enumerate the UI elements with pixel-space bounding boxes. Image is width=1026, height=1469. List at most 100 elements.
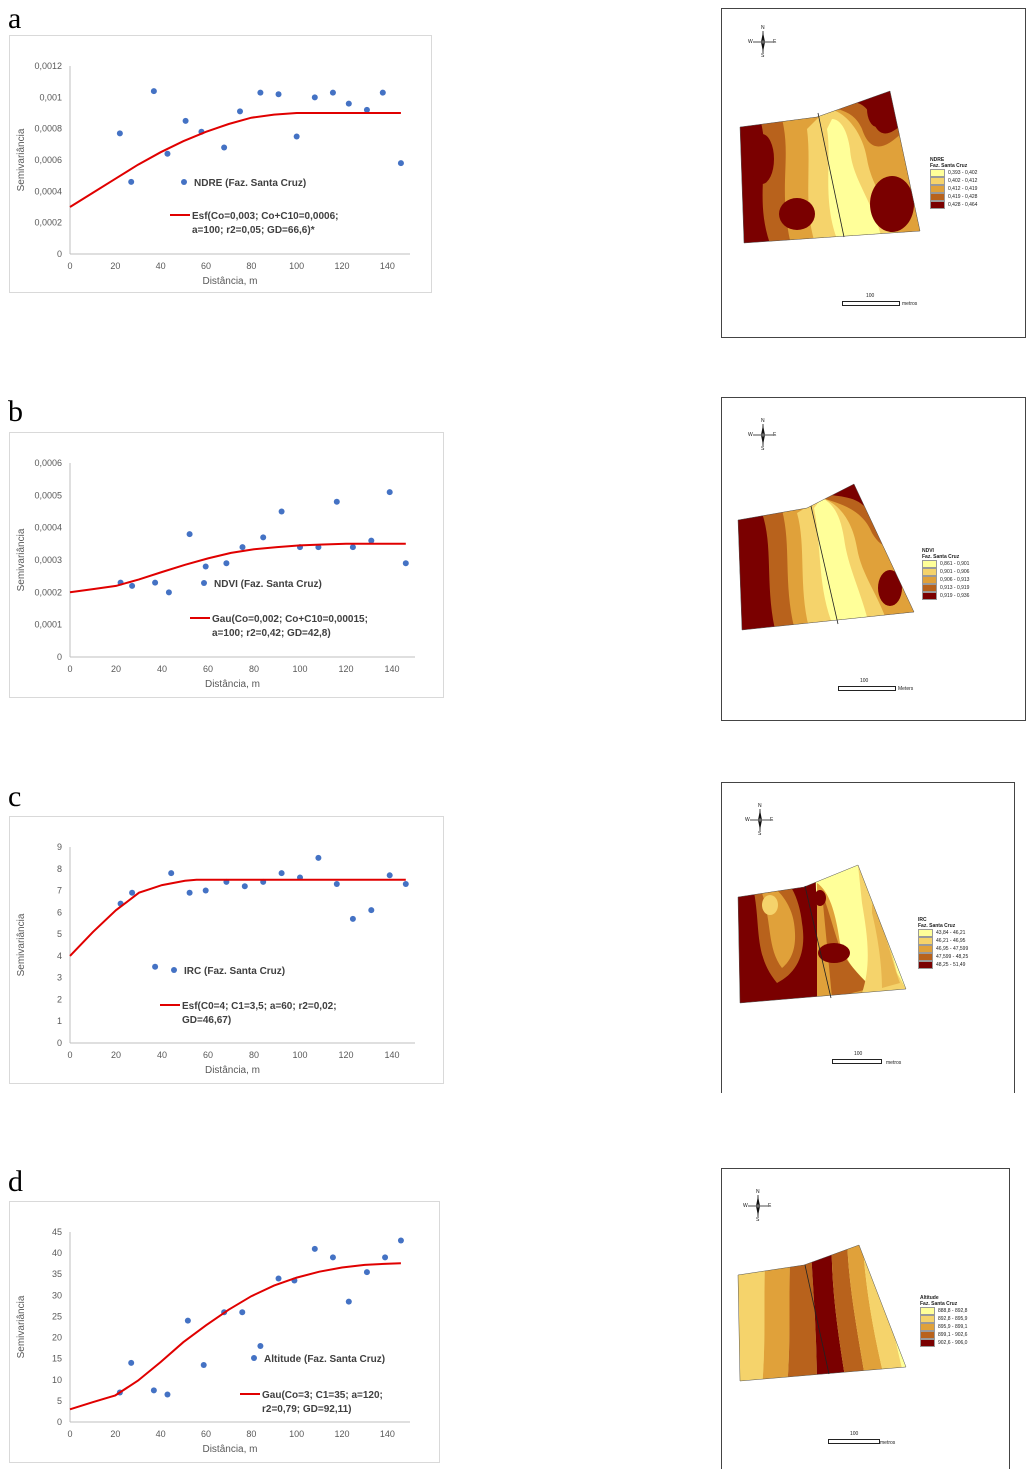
x-tick-label: 60: [203, 664, 213, 674]
legend-label-model: Gau(Co=3; C1=35; a=120;: [262, 1390, 383, 1401]
data-point: [349, 915, 356, 922]
legend-class: 46,95 - 47,599: [936, 946, 969, 952]
legend-label-points: NDVI (Faz. Santa Cruz): [214, 579, 322, 590]
x-tick-label: 0: [67, 664, 72, 674]
x-tick-label: 20: [110, 1429, 120, 1439]
y-tick-label: 3: [57, 973, 62, 983]
compass-rose-icon: N S W E: [745, 803, 774, 837]
data-point: [363, 106, 370, 113]
y-tick-label: 0,0003: [34, 555, 62, 565]
y-tick-label: 45: [52, 1227, 62, 1237]
legend-class: 0,412 - 0,419: [948, 186, 978, 192]
data-point: [311, 94, 318, 101]
legend-marker-points: [181, 179, 187, 185]
legend-label-points: Altitude (Faz. Santa Cruz): [264, 1354, 385, 1365]
model-curve-line: [69, 878, 406, 957]
data-point: [186, 531, 193, 538]
legend-title: Altitude: [920, 1295, 939, 1301]
data-point: [368, 537, 375, 544]
data-point: [363, 1269, 370, 1276]
data-point: [202, 563, 209, 570]
data-point: [241, 883, 248, 890]
data-point: [237, 108, 243, 115]
x-tick-label: 80: [249, 664, 259, 674]
x-tick-label: 20: [110, 261, 120, 271]
x-tick-label: 40: [157, 1050, 167, 1060]
y-tick-label: 6: [57, 907, 62, 917]
data-point: [164, 150, 171, 157]
legend-class: 46,21 - 46,95: [936, 938, 966, 944]
legend-label-model: Gau(Co=0,002; Co+C10=0,00015;: [212, 614, 368, 625]
compass-rose-icon: N S W E: [748, 25, 777, 59]
y-tick-label: 4: [57, 951, 62, 961]
legend-class: 0,861 - 0,901: [940, 561, 970, 567]
x-tick-label: 80: [246, 1429, 256, 1439]
map-legend-b: NDVI Faz. Santa Cruz 0,861 - 0,901 0,901…: [922, 548, 969, 600]
data-point: [239, 544, 246, 551]
x-tick-label: 0: [67, 261, 72, 271]
semivariogram-chart-b: 0 0,0001 0,0002 0,0003 0,0004 0,0005 0,0006 0 20…: [9, 432, 444, 698]
model-curve-line: [69, 542, 406, 594]
data-point: [386, 489, 393, 496]
legend-label-model: Esf(C0=4; C1=3,5; a=60; r2=0,02;: [182, 1001, 337, 1012]
map-legend-d: Altitude Faz. Santa Cruz 888,8 - 892,8 8…: [920, 1295, 967, 1347]
data-point: [257, 89, 264, 96]
data-point: [275, 1275, 282, 1282]
data-point: [257, 1343, 264, 1349]
x-tick-label: 120: [334, 1429, 349, 1439]
x-tick-label: 0: [67, 1050, 72, 1060]
y-tick-label: 0,0004: [34, 186, 62, 196]
x-tick-label: 0: [67, 1429, 72, 1439]
model-curve-line: [69, 112, 401, 208]
data-point: [402, 560, 409, 567]
y-tick-label: 0,0006: [34, 155, 62, 165]
compass-rose-icon: N S W E: [748, 418, 777, 452]
y-tick-label: 0,0012: [34, 61, 62, 71]
data-point: [402, 881, 409, 888]
data-point: [129, 582, 136, 589]
y-tick-label: 10: [52, 1375, 62, 1385]
data-point: [168, 870, 175, 877]
x-tick-label: 40: [156, 1429, 166, 1439]
x-tick-label: 140: [380, 261, 395, 271]
data-point: [186, 889, 193, 896]
legend-class: 47,599 - 48,25: [936, 954, 969, 960]
data-point: [182, 117, 189, 124]
x-axis-title: Distância, m: [202, 1444, 257, 1455]
legend-class: 48,25 - 51,49: [936, 962, 966, 968]
legend-class: 0,402 - 0,412: [948, 178, 978, 184]
data-point: [128, 1359, 135, 1366]
panel-letter-a: a: [8, 2, 22, 35]
y-tick-label: 0: [57, 652, 62, 662]
x-tick-label: 40: [157, 664, 167, 674]
x-tick-label: 40: [156, 261, 166, 271]
y-tick-label: 0,0006: [34, 458, 62, 468]
scale-bar-d: 100 metros: [828, 1431, 918, 1447]
legend-marker-points: [251, 1355, 257, 1361]
y-tick-label: 0,0002: [34, 218, 62, 228]
kriging-map-a: [739, 90, 921, 244]
x-tick-label: 100: [292, 1050, 307, 1060]
x-tick-label: 20: [111, 664, 121, 674]
legend-label-model-line2: a=100; r2=0,05; GD=66,6)*: [192, 225, 315, 236]
data-point: [239, 1309, 246, 1316]
legend-label-model-line2: r2=0,79; GD=92,11): [262, 1404, 352, 1415]
legend-label-model-line2: a=100; r2=0,42; GD=42,8): [212, 628, 331, 639]
data-point: [150, 1387, 157, 1394]
chart-svg-b: 0 0,0001 0,0002 0,0003 0,0004 0,0005 0,0006 0 20…: [16, 458, 415, 690]
chart-svg-d: 0 5 10 15 20 25 30 35 40 45 0 20 40 60 80 100 120 140 Dist…: [16, 1227, 410, 1455]
kriging-map-c: [737, 864, 907, 1004]
y-tick-label: 20: [52, 1333, 62, 1343]
x-tick-label: 20: [111, 1050, 121, 1060]
data-point: [129, 889, 136, 896]
x-tick-label: 60: [203, 1050, 213, 1060]
chart-svg-c: 0 1 2 3 4 5 6 7 8 9 0 20 40 60 80 100 120 140 Distância, m…: [16, 842, 415, 1076]
y-axis-title: Semivariância: [16, 1295, 27, 1358]
data-point: [275, 91, 282, 98]
legend-label-model-line2: GD=46,67): [182, 1015, 231, 1026]
y-tick-label: 0,0008: [34, 124, 62, 134]
x-tick-label: 140: [380, 1429, 395, 1439]
legend-class: 0,913 - 0,919: [940, 585, 970, 591]
y-tick-label: 0,0004: [34, 523, 62, 533]
scale-bar-b: 100 Meters: [838, 678, 928, 694]
